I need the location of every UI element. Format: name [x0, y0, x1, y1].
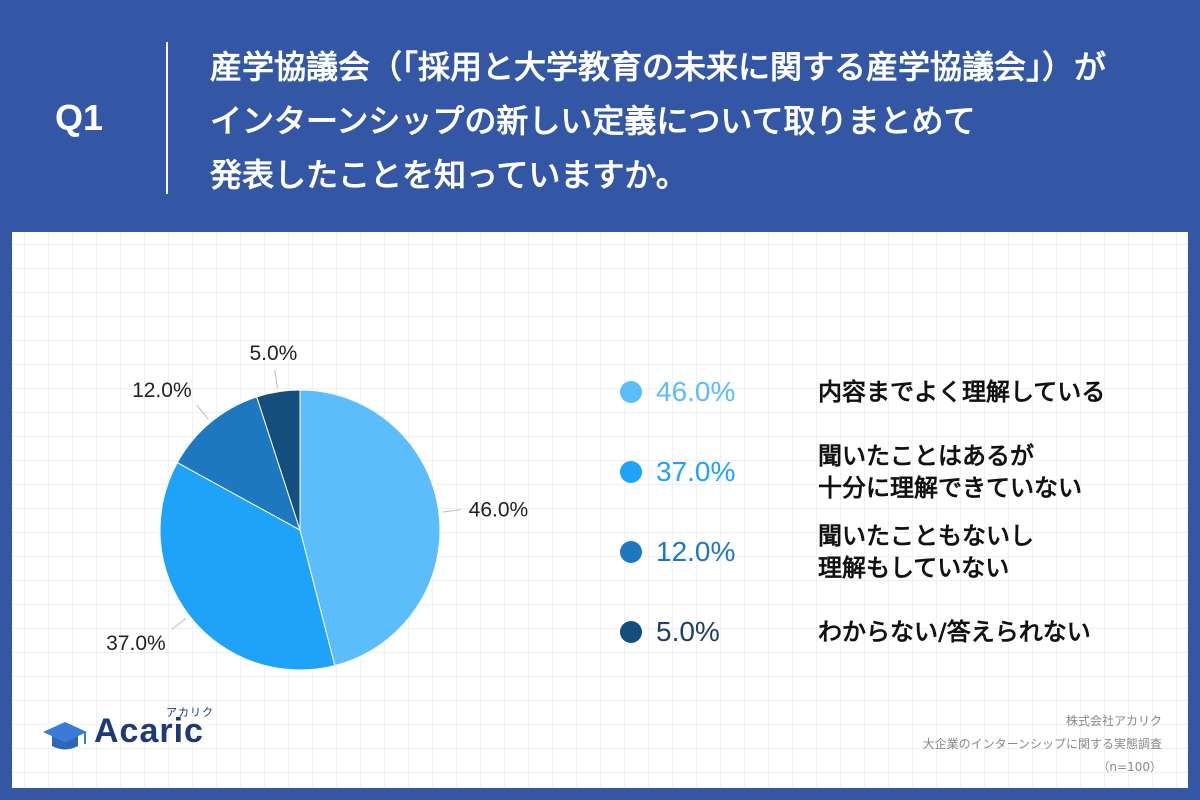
graduation-cap-icon	[43, 722, 87, 750]
acaric-logo: アカリク Acaric	[42, 700, 242, 760]
legend-dot	[620, 461, 642, 483]
source-survey: 大企業のインターンシップに関する実態調査	[922, 737, 1162, 751]
legend-item: 12.0% 聞いたこともないし 理解もしていない	[612, 512, 1172, 592]
pie-slice	[159, 461, 336, 671]
source-sample: （n=100）	[1097, 760, 1162, 774]
source-company: 株式会社アカリク	[1065, 714, 1162, 728]
pie-value-label: 12.0%	[132, 379, 192, 402]
pie-slice	[299, 389, 441, 667]
legend-label: わからない/答えられない	[818, 618, 1091, 646]
legend-label: 内容までよく理解している	[818, 378, 1106, 406]
question-text: 産学協議会（「採用と大学教育の未来に関する産学協議会」）が インターンシップの新…	[210, 40, 1170, 202]
legend-dot	[620, 381, 642, 403]
pie-value-label: 37.0%	[106, 632, 166, 655]
pie-leader-line	[171, 617, 187, 630]
question-number: Q1	[55, 97, 104, 138]
header-divider	[166, 42, 168, 194]
pie-value-label: 46.0%	[469, 499, 529, 522]
pie-chart: 46.0% 37.0% 12.0% 5.0%	[106, 342, 529, 671]
pie-leader-line	[196, 404, 209, 420]
logo-text: Acaric	[94, 712, 204, 750]
logo-ruby: アカリク	[166, 706, 214, 719]
question-line: 発表したことを知っていますか。	[210, 156, 688, 194]
question-line: 産学協議会（「採用と大学教育の未来に関する産学協議会」）が	[210, 48, 1107, 86]
header: Q1 産学協議会（「採用と大学教育の未来に関する産学協議会」）が インターンシッ…	[0, 0, 1200, 232]
pie-leader-line	[442, 509, 461, 513]
legend-percent: 37.0%	[656, 456, 736, 487]
pie-slice	[256, 389, 301, 531]
legend-label: 聞いたこともないし 理解もしていない	[818, 522, 1034, 582]
legend-percent: 12.0%	[656, 536, 736, 567]
legend-dot	[620, 621, 642, 643]
legend-label: 聞いたことはあるが 十分に理解できていない	[818, 442, 1082, 502]
source-note: 株式会社アカリク 大企業のインターンシップに関する実態調査 （n=100）	[923, 710, 1162, 779]
question-line: インターンシップの新しい定義について取りまとめて	[210, 102, 976, 140]
legend-item: 46.0% 内容までよく理解している	[612, 352, 1172, 432]
legend-dot	[620, 541, 642, 563]
legend-item: 37.0% 聞いたことはあるが 十分に理解できていない	[612, 432, 1172, 512]
pie-slice	[176, 396, 301, 532]
legend-percent: 5.0%	[656, 616, 720, 647]
legend-percent: 46.0%	[656, 376, 736, 407]
chart-card: 46.0% 37.0% 12.0% 5.0% 46.0% 内容までよく理解している 3…	[12, 232, 1188, 788]
legend-item: 5.0% わからない/答えられない	[612, 592, 1172, 672]
pie-value-label: 5.0%	[249, 342, 297, 365]
pie-leader-line	[274, 369, 278, 388]
